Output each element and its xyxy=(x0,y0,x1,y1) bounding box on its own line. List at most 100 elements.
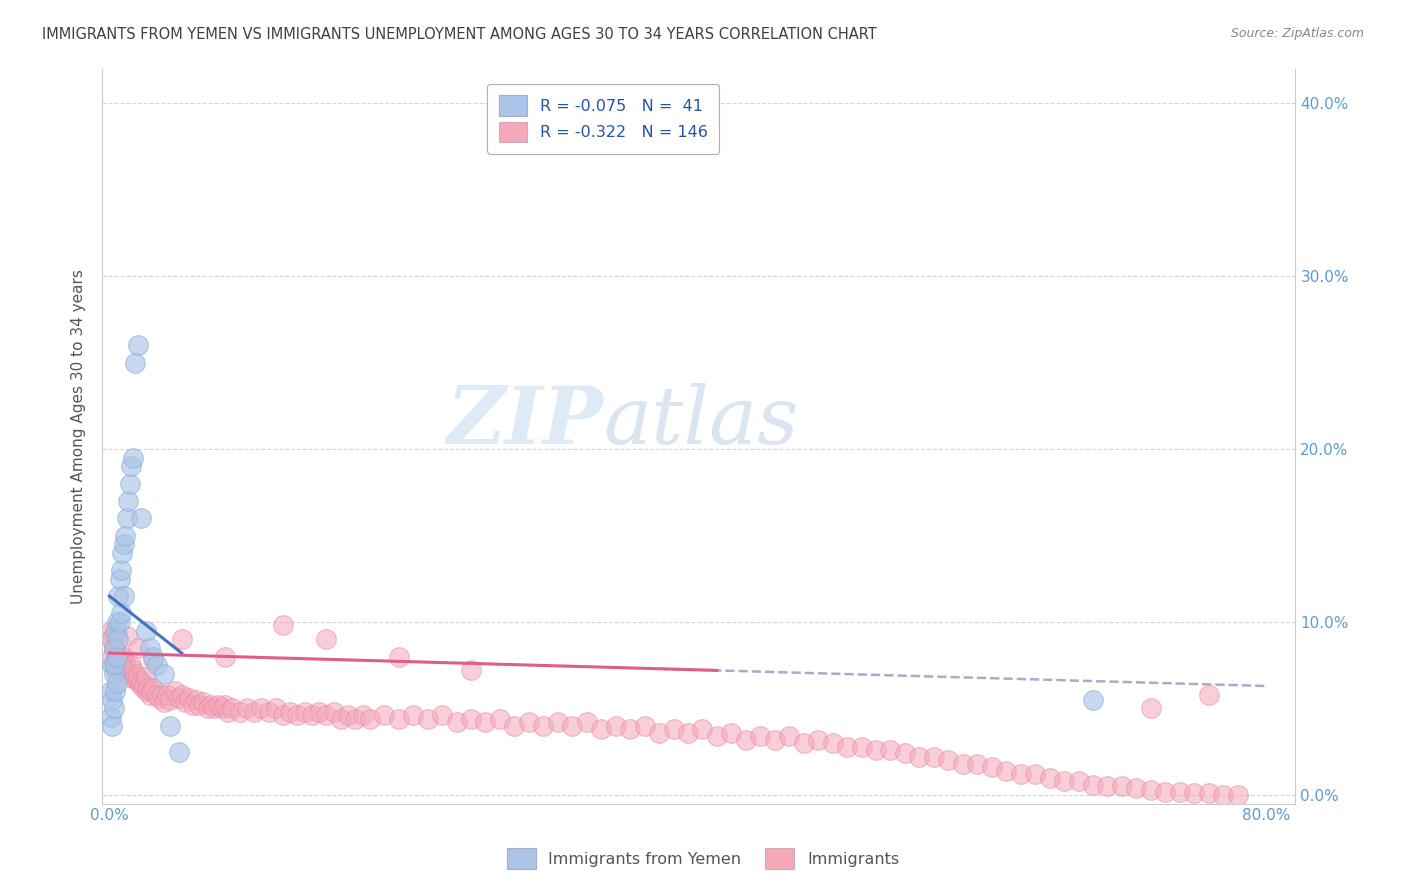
Point xyxy=(264,701,287,715)
Point xyxy=(150,688,173,702)
Point xyxy=(200,698,222,712)
Point xyxy=(118,476,141,491)
Point xyxy=(124,355,146,369)
Point xyxy=(294,705,316,719)
Point xyxy=(648,725,671,739)
Point xyxy=(135,624,157,638)
Point xyxy=(662,723,685,737)
Point xyxy=(105,666,128,681)
Point xyxy=(136,684,159,698)
Point xyxy=(221,701,243,715)
Point xyxy=(163,684,186,698)
Point xyxy=(749,729,772,743)
Legend: R = -0.075   N =  41, R = -0.322   N = 146: R = -0.075 N = 41, R = -0.322 N = 146 xyxy=(488,84,720,153)
Point xyxy=(139,688,162,702)
Point xyxy=(127,338,149,352)
Point xyxy=(124,666,146,681)
Point xyxy=(110,657,132,671)
Point xyxy=(561,719,583,733)
Point xyxy=(337,708,360,723)
Point xyxy=(142,649,165,664)
Point xyxy=(101,719,124,733)
Point xyxy=(1081,778,1104,792)
Point xyxy=(1168,784,1191,798)
Point xyxy=(633,719,655,733)
Point xyxy=(807,732,830,747)
Point xyxy=(308,705,330,719)
Point xyxy=(121,664,143,678)
Point xyxy=(995,764,1018,778)
Point xyxy=(139,640,162,655)
Point xyxy=(1182,786,1205,800)
Point xyxy=(416,712,439,726)
Point xyxy=(952,756,974,771)
Point xyxy=(115,664,138,678)
Point xyxy=(1140,782,1163,797)
Point xyxy=(734,732,756,747)
Point xyxy=(103,658,125,673)
Point xyxy=(217,705,239,719)
Point xyxy=(183,698,205,712)
Point xyxy=(134,677,156,691)
Point xyxy=(315,708,337,723)
Point xyxy=(193,695,215,709)
Point xyxy=(278,705,301,719)
Point xyxy=(250,701,273,715)
Point xyxy=(388,712,411,726)
Point xyxy=(122,670,145,684)
Point xyxy=(115,511,138,525)
Point xyxy=(170,688,193,702)
Point xyxy=(127,670,149,684)
Point xyxy=(821,736,844,750)
Point xyxy=(936,753,959,767)
Point xyxy=(117,666,139,681)
Text: IMMIGRANTS FROM YEMEN VS IMMIGRANTS UNEMPLOYMENT AMONG AGES 30 TO 34 YEARS CORRE: IMMIGRANTS FROM YEMEN VS IMMIGRANTS UNEM… xyxy=(42,27,877,42)
Point xyxy=(159,719,181,733)
Point xyxy=(101,658,124,673)
Point xyxy=(503,719,526,733)
Point xyxy=(851,739,873,754)
Point xyxy=(104,653,127,667)
Point xyxy=(1111,780,1133,794)
Point xyxy=(142,681,165,695)
Point xyxy=(105,675,128,690)
Point xyxy=(100,684,122,698)
Point xyxy=(153,695,176,709)
Point xyxy=(104,658,127,673)
Point xyxy=(120,459,142,474)
Point xyxy=(1154,784,1177,798)
Point xyxy=(135,670,157,684)
Point xyxy=(103,640,125,655)
Point xyxy=(1038,771,1060,785)
Point xyxy=(114,657,136,671)
Point xyxy=(720,725,742,739)
Point xyxy=(129,673,152,688)
Point xyxy=(128,677,150,691)
Point xyxy=(141,684,163,698)
Point xyxy=(197,701,219,715)
Point xyxy=(117,494,139,508)
Y-axis label: Unemployment Among Ages 30 to 34 years: Unemployment Among Ages 30 to 34 years xyxy=(72,268,86,604)
Point xyxy=(112,537,135,551)
Point xyxy=(894,747,917,761)
Point xyxy=(271,618,294,632)
Point xyxy=(110,658,132,673)
Point xyxy=(236,701,259,715)
Point xyxy=(1198,688,1220,702)
Point xyxy=(167,745,190,759)
Point xyxy=(1226,788,1249,802)
Point xyxy=(531,719,554,733)
Point xyxy=(188,698,211,712)
Point xyxy=(138,681,160,695)
Point xyxy=(1024,767,1046,781)
Point xyxy=(170,632,193,647)
Point xyxy=(359,712,381,726)
Point xyxy=(706,729,728,743)
Point xyxy=(966,756,988,771)
Point xyxy=(167,691,190,706)
Point xyxy=(460,712,482,726)
Point xyxy=(517,715,540,730)
Point xyxy=(778,729,800,743)
Point xyxy=(186,693,208,707)
Point xyxy=(1081,693,1104,707)
